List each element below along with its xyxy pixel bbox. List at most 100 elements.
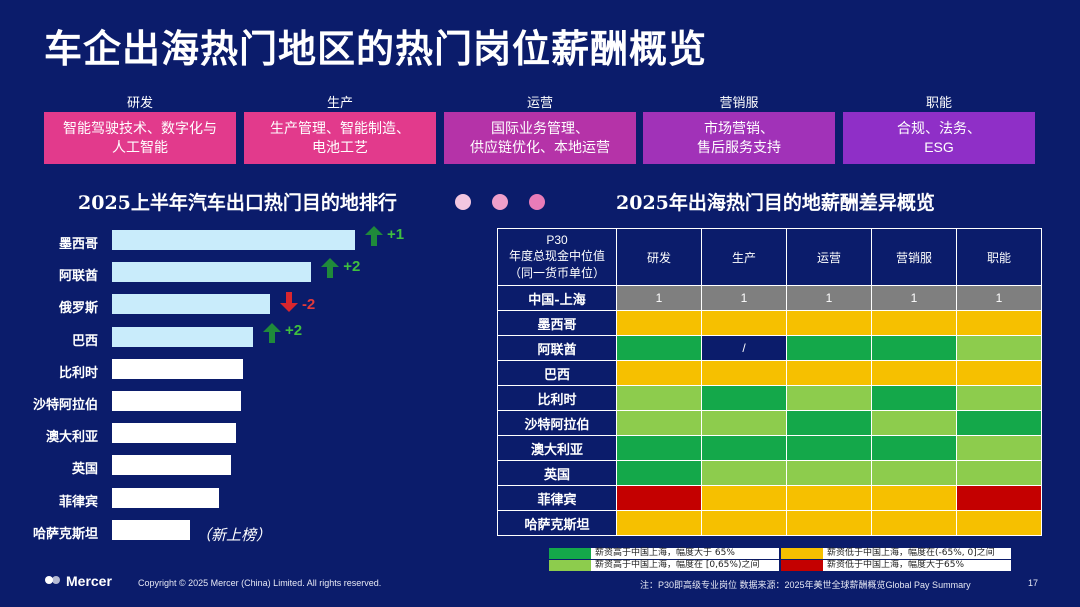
rank-change-value: +1	[387, 225, 405, 243]
ranking-country-label: 英国	[71, 462, 98, 478]
legend-swatch	[781, 560, 823, 571]
table-row: 阿联酋 /	[497, 335, 1042, 361]
diff-cell	[786, 410, 872, 436]
table-row: 中国-上海 1 1 1 1 1	[497, 285, 1042, 311]
row-label: 墨西哥	[497, 310, 617, 336]
column-header: 职能	[956, 228, 1042, 286]
rank-change-value: +2	[284, 322, 303, 340]
diff-cell	[616, 410, 702, 436]
salary-diff-table: P30 年度总现金中位值 （同一货币单位） 研发 生产 运营 营销服 职能 中国…	[497, 228, 1042, 536]
diff-cell	[956, 510, 1042, 536]
row-label: 菲律宾	[497, 485, 617, 511]
ranking-row: 沙特阿拉伯	[0, 391, 480, 413]
diff-cell	[701, 410, 787, 436]
ranking-row: 墨西哥 +1	[0, 226, 480, 253]
diff-cell	[616, 360, 702, 386]
row-label: 中国-上海	[497, 285, 617, 311]
table-row: 沙特阿拉伯	[497, 410, 1042, 436]
category-label-functions: 职能	[925, 95, 952, 110]
ranking-bar	[112, 358, 244, 379]
ranking-country-label: 沙特阿拉伯	[32, 398, 98, 413]
diff-cell	[786, 310, 872, 336]
diff-cell	[956, 460, 1042, 486]
category-label-operations: 运营	[526, 95, 553, 110]
ranking-country-label: 比利时	[58, 365, 98, 381]
diff-cell	[701, 360, 787, 386]
legend-text: 薪资低于中国上海，幅度在(-65%, 0]之间	[823, 548, 1011, 559]
ranking-bar	[112, 230, 355, 250]
new-entry-tag: （新上榜）	[196, 526, 272, 544]
diff-cell	[871, 385, 957, 411]
ranking-row: 英国	[0, 455, 480, 477]
row-label: 澳大利亚	[497, 435, 617, 461]
column-header: 生产	[701, 228, 787, 286]
legend-item: 薪资低于中国上海，幅度大于65%	[781, 560, 1011, 571]
ranking-bar	[112, 326, 253, 347]
table-row: 墨西哥	[497, 310, 1042, 336]
arrow-up-icon	[365, 226, 383, 250]
rank-change: +2	[262, 322, 303, 347]
decor-dot	[455, 194, 471, 210]
decor-dot	[529, 194, 545, 210]
diff-cell	[786, 510, 872, 536]
diff-cell: /	[701, 335, 787, 361]
diff-cell: 1	[616, 285, 702, 311]
ranking-bar	[112, 455, 232, 476]
legend-text: 薪资低于中国上海，幅度大于65%	[823, 560, 1011, 571]
diff-cell	[956, 385, 1042, 411]
diff-cell	[871, 310, 957, 336]
row-label: 英国	[497, 460, 617, 486]
legend-item: 薪资高于中国上海，幅度在 [0,65%)之间	[549, 560, 779, 571]
ranking-bar-chart: 墨西哥 +1 阿联酋 +2 俄罗斯 -2 巴西 +2 比利时 沙特阿拉伯 澳大利亚 英国 菲律宾 哈萨克斯…	[0, 0, 480, 560]
ranking-bar	[112, 294, 270, 315]
diff-heading: 2025年出海热门目的地薪酬差异概览	[616, 192, 935, 214]
table-row: 哈萨克斯坦	[497, 510, 1042, 536]
category-label-marketing: 营销服	[719, 95, 759, 110]
table-corner-header: P30 年度总现金中位值 （同一货币单位）	[497, 228, 617, 286]
row-label: 比利时	[497, 385, 617, 411]
diff-cell: 1	[871, 285, 957, 311]
diff-cell	[701, 310, 787, 336]
row-label: 哈萨克斯坦	[497, 510, 617, 536]
legend-swatch	[549, 548, 591, 559]
ranking-bar	[112, 423, 236, 444]
diff-cell	[701, 460, 787, 486]
diff-cell	[956, 485, 1042, 511]
ranking-row: 阿联酋 +2	[0, 258, 480, 285]
ranking-row: 比利时	[0, 358, 480, 381]
diff-cell	[956, 310, 1042, 336]
category-box-functions: 合规、法务、 ESG	[843, 112, 1035, 164]
legend-item: 薪资高于中国上海，幅度大于 65%	[549, 548, 779, 559]
copyright: Copyright © 2025 Mercer (China) Limited.…	[138, 578, 382, 588]
row-label: 阿联酋	[497, 335, 617, 361]
diff-cell	[616, 385, 702, 411]
diff-cell	[701, 435, 787, 461]
diff-cell	[871, 485, 957, 511]
category-box-operations: 国际业务管理、 供应链优化、本地运营	[444, 112, 636, 164]
arrow-up-icon	[321, 258, 340, 282]
table-row: 巴西	[497, 360, 1042, 386]
column-header: 运营	[786, 228, 872, 286]
ranking-country-label: 巴西	[71, 333, 98, 349]
legend-swatch	[781, 548, 823, 559]
mercer-logo: Mercer	[44, 573, 112, 589]
ranking-country-label: 俄罗斯	[58, 301, 98, 317]
diff-cell: 1	[701, 285, 787, 311]
arrow-down-icon	[279, 292, 298, 316]
category-box-rd: 智能驾驶技术、数字化与 人工智能	[44, 112, 236, 164]
ranking-row: 俄罗斯 -2	[0, 292, 480, 317]
rank-change-value: -2	[301, 295, 316, 313]
table-row: 英国	[497, 460, 1042, 486]
diff-cell	[956, 335, 1042, 361]
ranking-country-label: 哈萨克斯坦	[32, 526, 98, 542]
diff-cell	[616, 435, 702, 461]
decor-dot	[492, 194, 508, 210]
ranking-country-label: 澳大利亚	[45, 430, 98, 446]
header-median: 年度总现金中位值	[508, 249, 605, 263]
table-row: 澳大利亚	[497, 435, 1042, 461]
ranking-row: 澳大利亚	[0, 423, 480, 445]
header-currency: （同一货币单位）	[508, 266, 605, 280]
rank-change: +2	[321, 258, 360, 282]
table-row: 菲律宾	[497, 485, 1042, 511]
legend-item: 薪资低于中国上海，幅度在(-65%, 0]之间	[781, 548, 1011, 559]
